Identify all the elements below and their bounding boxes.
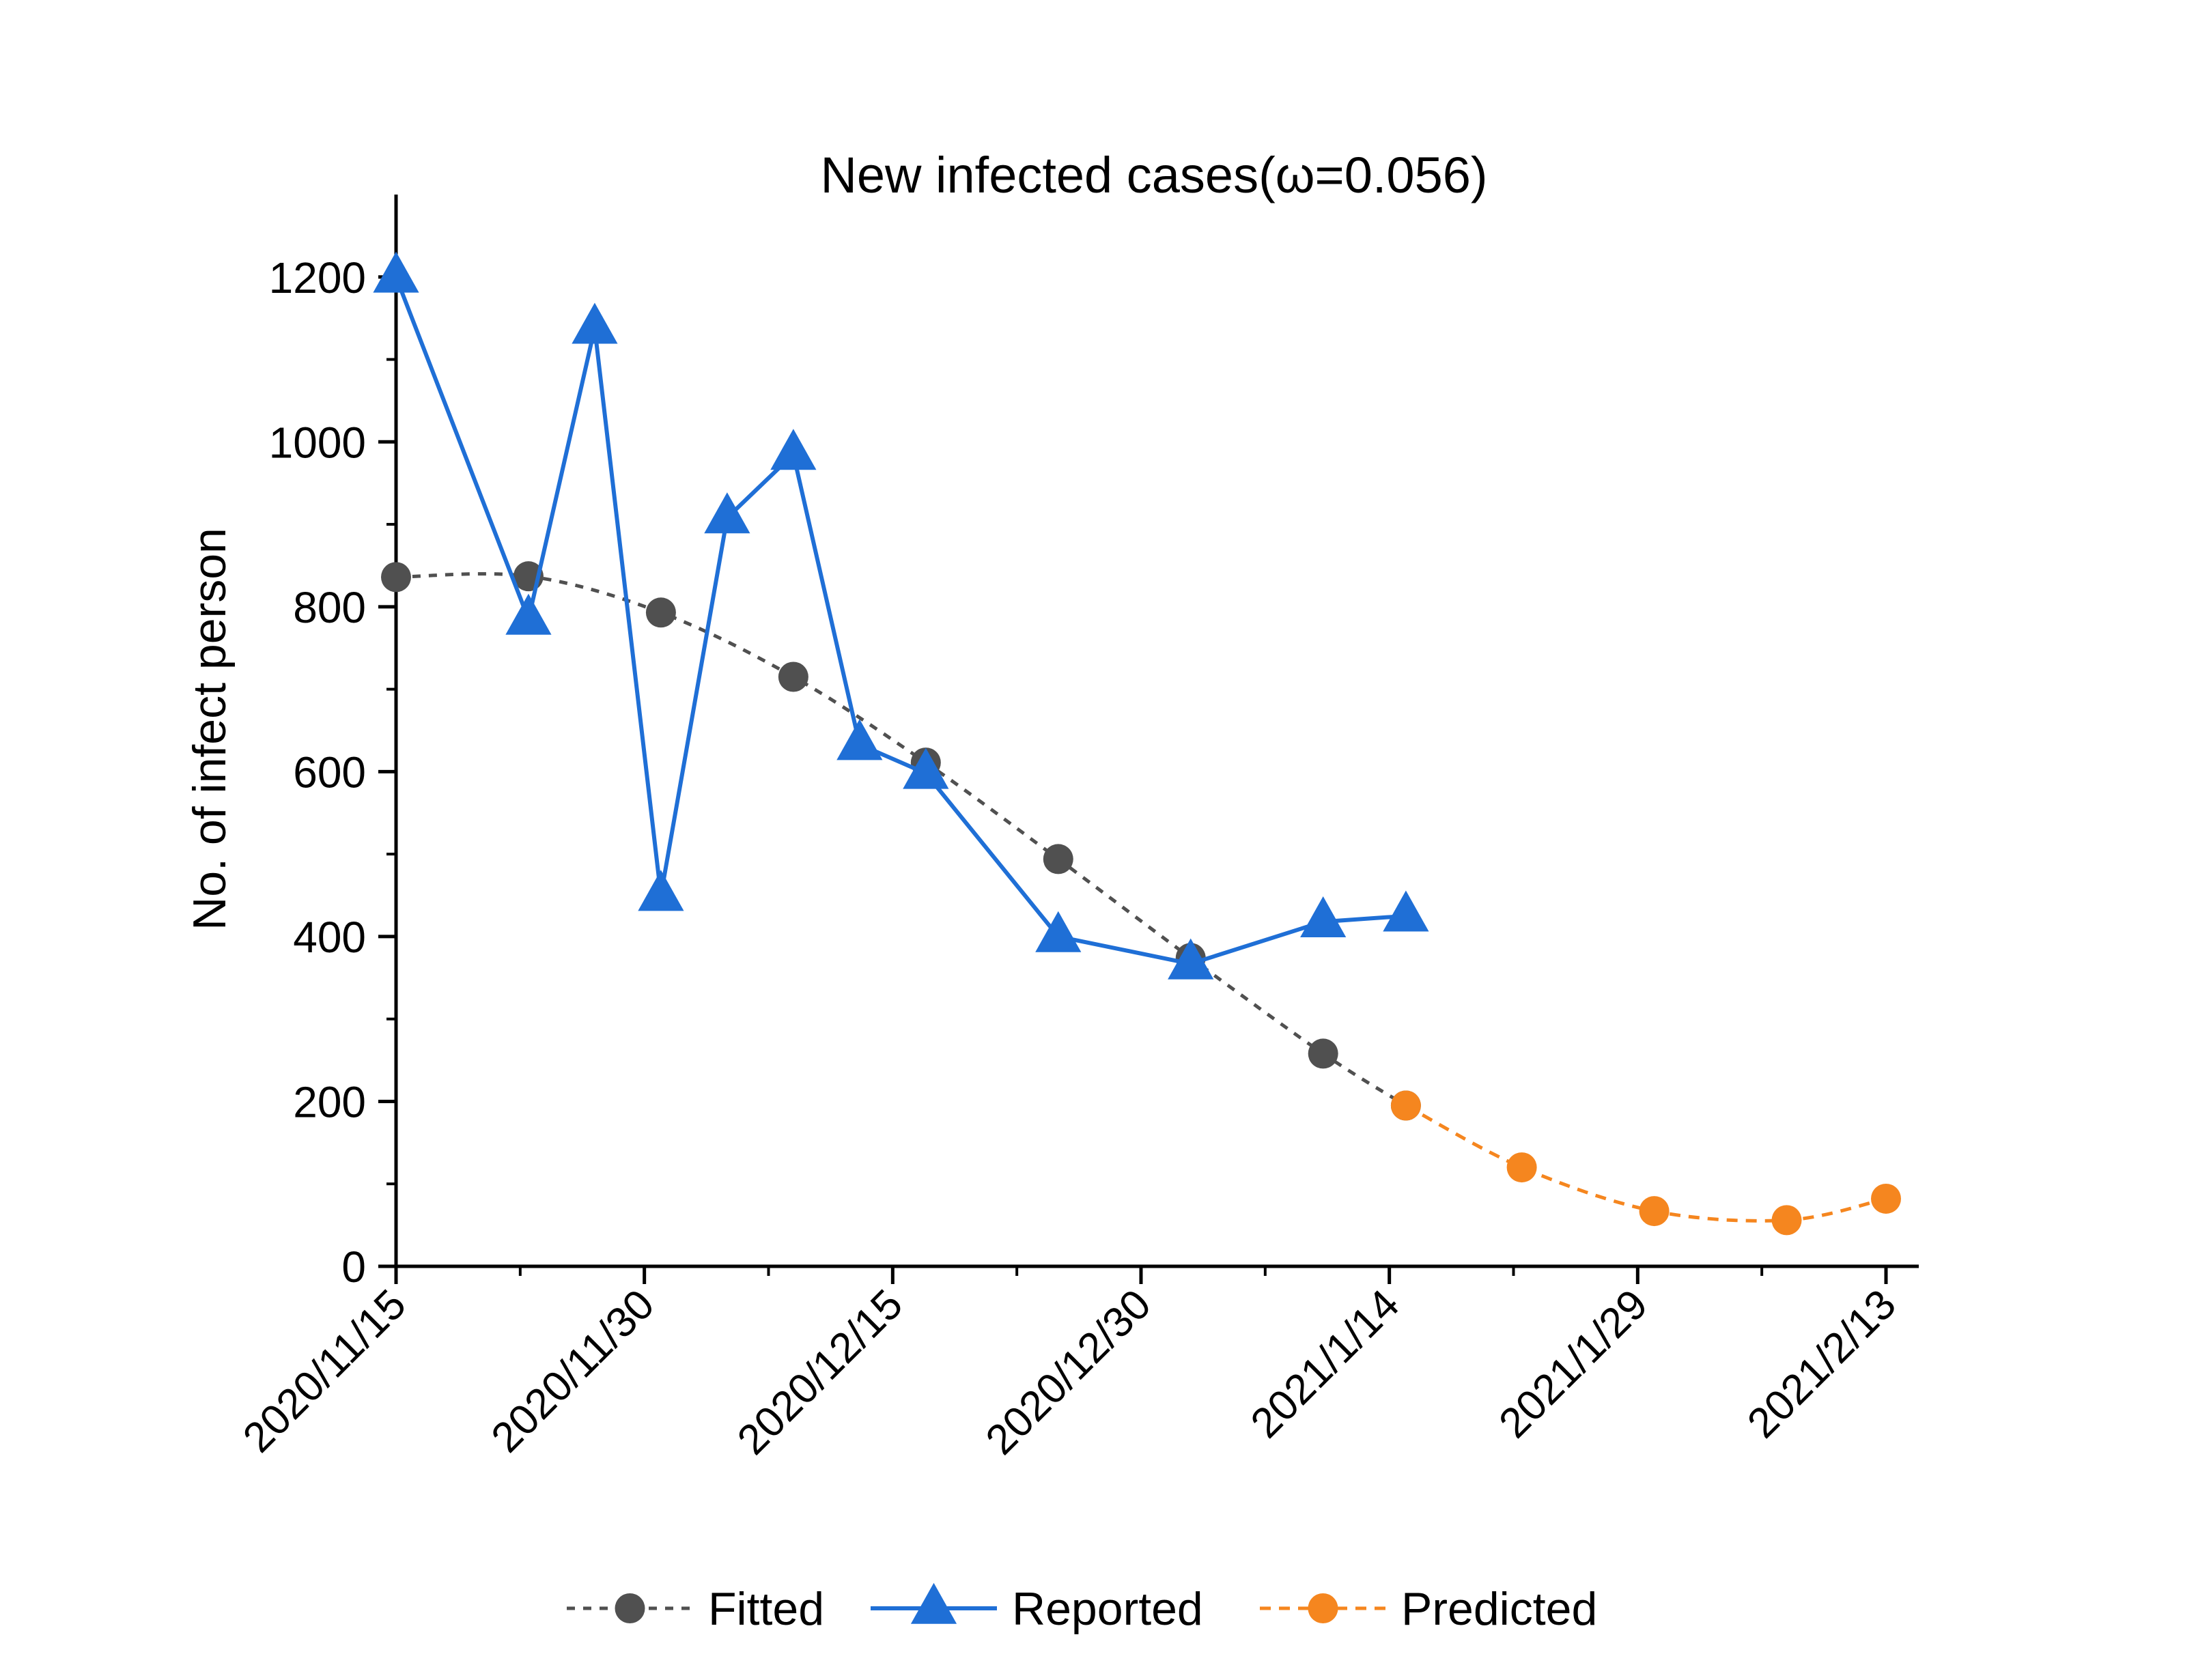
data-point-reported (704, 492, 750, 534)
data-point-reported (638, 870, 684, 911)
chart-title: New infected cases(ω=0.056) (820, 147, 1487, 203)
x-tick-label: 2020/12/30 (977, 1281, 1160, 1464)
legend-label: Reported (1012, 1583, 1203, 1635)
y-tick-label: 0 (341, 1242, 366, 1292)
y-axis-label: No. of infect person (184, 528, 236, 930)
x-tick-label: 2021/1/14 (1242, 1281, 1409, 1447)
data-point-predicted (1771, 1205, 1802, 1236)
y-tick-label: 1000 (269, 418, 366, 467)
series-reported (373, 251, 1429, 980)
data-point-reported (836, 719, 883, 760)
legend-swatch-marker (615, 1593, 645, 1623)
x-tick-label: 2021/1/29 (1490, 1281, 1657, 1447)
data-point-predicted (1871, 1183, 1901, 1214)
series-layer (373, 251, 1901, 1236)
series-line-reported (394, 276, 1407, 966)
legend-item-fitted: Fitted (567, 1583, 824, 1635)
series-fitted (381, 561, 1421, 1121)
x-tick-label: 2020/12/15 (729, 1281, 912, 1464)
data-point-fitted (381, 562, 411, 593)
data-point-fitted (1043, 844, 1073, 874)
data-point-reported (1383, 890, 1429, 932)
legend: Fitted Reported Predicted (567, 1582, 1597, 1635)
y-tick-label: 1200 (269, 253, 366, 302)
y-tick-label: 600 (293, 748, 366, 797)
data-point-predicted (1390, 1090, 1421, 1121)
data-point-reported (1168, 938, 1214, 980)
data-point-reported (770, 429, 817, 470)
data-point-reported (373, 251, 419, 293)
legend-label: Fitted (708, 1583, 824, 1635)
y-tick-label: 200 (293, 1077, 366, 1126)
x-tick-label: 2020/11/30 (483, 1281, 664, 1462)
x-tick-label: 2020/11/15 (234, 1281, 415, 1462)
data-point-predicted (1506, 1152, 1537, 1183)
y-tick-label: 800 (293, 583, 366, 632)
data-point-reported (1035, 911, 1082, 952)
data-point-fitted (778, 661, 808, 692)
x-tick-label: 2021/2/13 (1738, 1281, 1905, 1447)
series-predicted (1390, 1090, 1901, 1236)
data-point-fitted (645, 597, 676, 628)
data-point-fitted (1308, 1038, 1338, 1069)
data-point-reported (903, 748, 949, 789)
data-point-predicted (1639, 1196, 1670, 1227)
legend-swatch-marker (1308, 1593, 1338, 1623)
legend-label: Predicted (1401, 1583, 1597, 1635)
legend-swatch-marker (910, 1582, 957, 1624)
axes: 0 200 400 600 800 1000 1200 2020/11/15 2020/11/3… (234, 195, 1919, 1464)
legend-item-predicted: Predicted (1260, 1583, 1597, 1635)
y-tick-label: 400 (293, 913, 366, 962)
legend-item-reported: Reported (871, 1582, 1203, 1635)
data-point-reported (572, 302, 618, 344)
data-point-reported (505, 593, 552, 635)
series-line-fitted (395, 572, 1407, 1107)
data-point-reported (1300, 896, 1347, 937)
